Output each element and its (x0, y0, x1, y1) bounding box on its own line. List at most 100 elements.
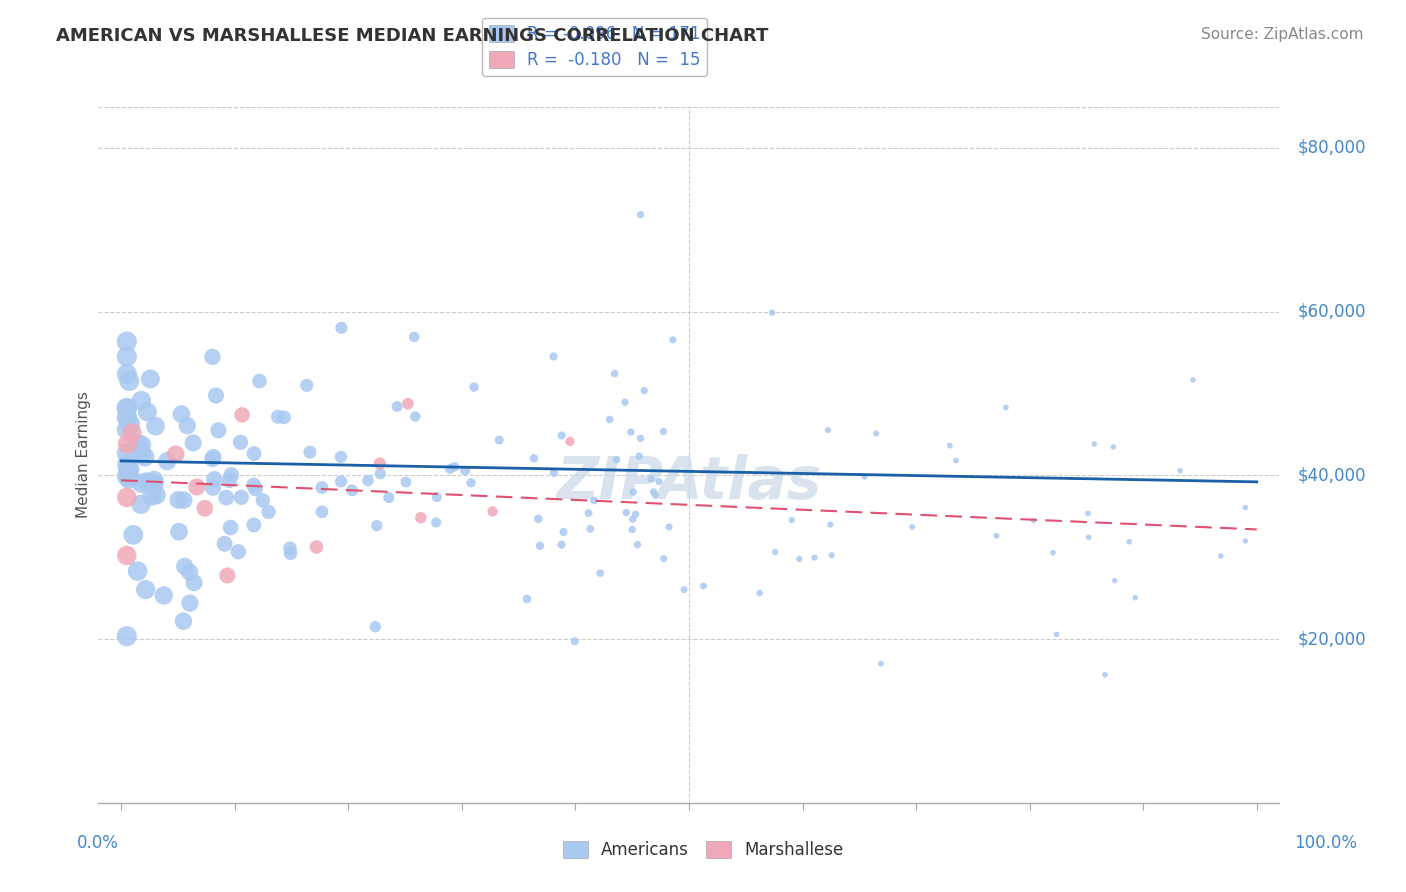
Point (550, 538, 572, 552)
Point (156, 454, 179, 468)
Point (205, 388, 228, 402)
Point (181, 436, 204, 450)
Point (817, 423, 839, 437)
Point (242, 478, 264, 492)
Point (201, 350, 224, 364)
Point (129, 497, 152, 511)
Point (648, 475, 671, 489)
Point (115, 469, 138, 483)
Point (603, 367, 626, 381)
Point (870, 657, 893, 671)
Point (901, 520, 924, 534)
Point (1083, 437, 1105, 451)
Point (460, 475, 482, 490)
Point (115, 549, 138, 563)
Point (118, 463, 141, 477)
Point (385, 400, 408, 414)
Point (131, 438, 153, 452)
Point (640, 472, 662, 486)
Point (579, 522, 602, 536)
Point (221, 467, 243, 482)
Point (945, 453, 967, 467)
Point (215, 491, 238, 505)
Point (179, 566, 201, 580)
Point (986, 529, 1008, 543)
Point (763, 545, 786, 559)
Point (564, 634, 586, 648)
Text: $40,000: $40,000 (1298, 467, 1365, 484)
Point (630, 431, 652, 445)
Point (368, 467, 391, 481)
Point (141, 489, 163, 503)
Point (643, 484, 665, 499)
Text: $20,000: $20,000 (1298, 630, 1365, 648)
Point (118, 472, 141, 486)
Point (543, 466, 565, 480)
Point (249, 374, 271, 388)
Point (621, 512, 644, 526)
Y-axis label: Median Earnings: Median Earnings (76, 392, 91, 518)
Point (201, 481, 224, 495)
Point (409, 510, 432, 524)
Point (115, 446, 138, 460)
Text: 100.0%: 100.0% (1294, 834, 1357, 852)
Point (853, 469, 876, 483)
Point (115, 350, 138, 364)
Point (553, 524, 575, 539)
Point (330, 321, 353, 335)
Point (139, 372, 162, 386)
Point (368, 457, 391, 471)
Text: ZIPAtlas: ZIPAtlas (557, 454, 821, 511)
Point (550, 428, 572, 442)
Point (606, 452, 628, 467)
Point (231, 491, 253, 505)
Point (939, 439, 962, 453)
Point (311, 481, 333, 495)
Point (257, 505, 280, 519)
Legend: Americans, Marshallese: Americans, Marshallese (557, 834, 849, 866)
Point (652, 425, 675, 439)
Point (127, 564, 149, 578)
Point (131, 393, 153, 408)
Point (1234, 533, 1257, 548)
Point (115, 367, 138, 381)
Point (1077, 530, 1099, 544)
Point (117, 411, 139, 425)
Point (252, 493, 274, 508)
Point (118, 374, 141, 388)
Point (120, 417, 142, 432)
Point (378, 491, 401, 505)
Point (626, 538, 648, 552)
Point (439, 462, 461, 476)
Point (628, 449, 651, 463)
Point (115, 410, 138, 425)
Point (145, 419, 167, 434)
Point (143, 476, 166, 491)
Point (803, 550, 825, 565)
Point (135, 475, 157, 489)
Point (278, 541, 301, 556)
Point (1234, 500, 1257, 515)
Point (218, 473, 240, 487)
Point (295, 378, 318, 392)
Point (583, 493, 606, 508)
Legend: R = -0.096   N = 171, R =  -0.180   N =  15: R = -0.096 N = 171, R = -0.180 N = 15 (482, 18, 707, 76)
Point (122, 528, 145, 542)
Point (153, 589, 176, 603)
Point (243, 517, 266, 532)
Point (117, 437, 139, 451)
Point (129, 445, 152, 459)
Point (167, 524, 190, 539)
Point (589, 566, 612, 580)
Point (543, 350, 565, 364)
Point (207, 423, 229, 437)
Point (558, 434, 581, 449)
Point (136, 405, 159, 419)
Point (621, 523, 644, 537)
Point (115, 334, 138, 349)
Point (1209, 549, 1232, 563)
Point (143, 473, 166, 487)
Point (1125, 591, 1147, 605)
Point (183, 575, 205, 590)
Point (1077, 507, 1099, 521)
